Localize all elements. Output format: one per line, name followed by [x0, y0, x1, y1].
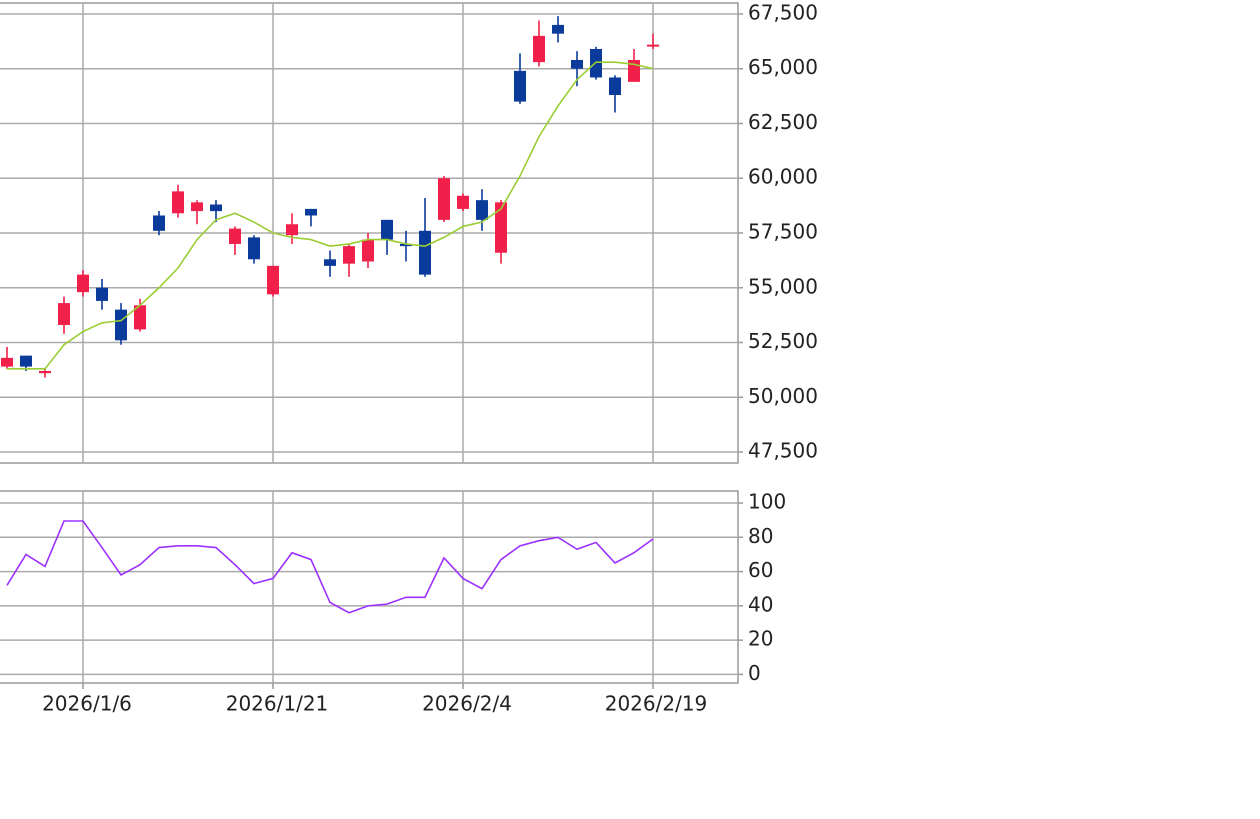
candle-body	[286, 224, 298, 236]
candle-body	[533, 35, 545, 63]
candle-body	[647, 44, 659, 47]
candle-body	[590, 49, 602, 78]
candle-body	[324, 259, 336, 266]
candle-body	[134, 305, 146, 330]
candle-body	[153, 215, 165, 231]
candle-body	[267, 265, 279, 295]
y-tick-label: 52,500	[748, 329, 818, 353]
y-tick-label: 80	[748, 524, 773, 548]
y-tick-label: 40	[748, 592, 773, 616]
candle-body	[438, 178, 450, 220]
candle-body	[476, 200, 488, 220]
candle-body	[58, 303, 70, 325]
y-tick-label: 0	[748, 661, 761, 685]
candle-body	[343, 246, 355, 264]
y-tick-label: 55,000	[748, 274, 818, 298]
y-tick-label: 67,500	[748, 0, 818, 24]
y-tick-label: 50,000	[748, 384, 818, 408]
candle-body	[210, 204, 222, 212]
candle-body	[305, 208, 317, 216]
moving-average-line	[7, 61, 654, 370]
y-tick-label: 65,000	[748, 55, 818, 79]
candle-body	[381, 219, 393, 240]
candle-body	[495, 202, 507, 253]
candle-body	[1, 357, 13, 367]
candle-body	[400, 243, 412, 247]
candle-body	[96, 287, 108, 301]
y-tick-label: 62,500	[748, 110, 818, 134]
x-tick-label: 2026/1/6	[42, 692, 132, 716]
candle-body	[609, 77, 621, 95]
y-tick-label: 60	[748, 558, 773, 582]
candle-body	[362, 239, 374, 262]
y-tick-label: 57,500	[748, 220, 818, 244]
candle-body	[77, 274, 89, 293]
candle-body	[39, 371, 51, 374]
candle-body	[172, 191, 184, 214]
y-tick-label: 47,500	[748, 439, 818, 463]
y-tick-label: 60,000	[748, 165, 818, 189]
x-tick-label: 2026/2/4	[422, 692, 512, 716]
candle-body	[571, 59, 583, 69]
candle-body	[229, 228, 241, 244]
candle-body	[115, 309, 127, 341]
x-tick-label: 2026/2/19	[605, 692, 708, 716]
panel-frame	[0, 490, 739, 684]
rsi-line	[6, 520, 654, 614]
candle-body	[457, 195, 469, 209]
x-tick-label: 2026/1/21	[226, 692, 329, 716]
y-tick-label: 100	[748, 490, 786, 514]
candle-body	[552, 24, 564, 34]
candle-body	[191, 202, 203, 212]
candle-body	[514, 70, 526, 102]
y-tick-label: 20	[748, 627, 773, 651]
candle-body	[20, 355, 32, 367]
candle-body	[419, 230, 431, 275]
candle-body	[248, 237, 260, 260]
